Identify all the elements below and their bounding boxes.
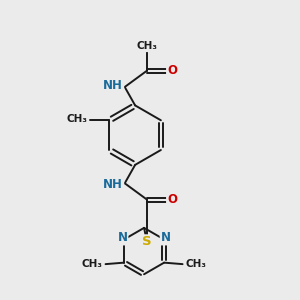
Text: O: O <box>167 193 177 206</box>
Text: O: O <box>167 64 177 77</box>
Text: NH: NH <box>103 79 123 92</box>
Text: N: N <box>118 232 128 244</box>
Text: NH: NH <box>103 178 123 191</box>
Text: CH₃: CH₃ <box>67 114 88 124</box>
Text: S: S <box>142 235 152 248</box>
Text: N: N <box>160 232 171 244</box>
Text: CH₃: CH₃ <box>136 41 158 51</box>
Text: CH₃: CH₃ <box>82 259 103 269</box>
Text: CH₃: CH₃ <box>185 259 206 269</box>
